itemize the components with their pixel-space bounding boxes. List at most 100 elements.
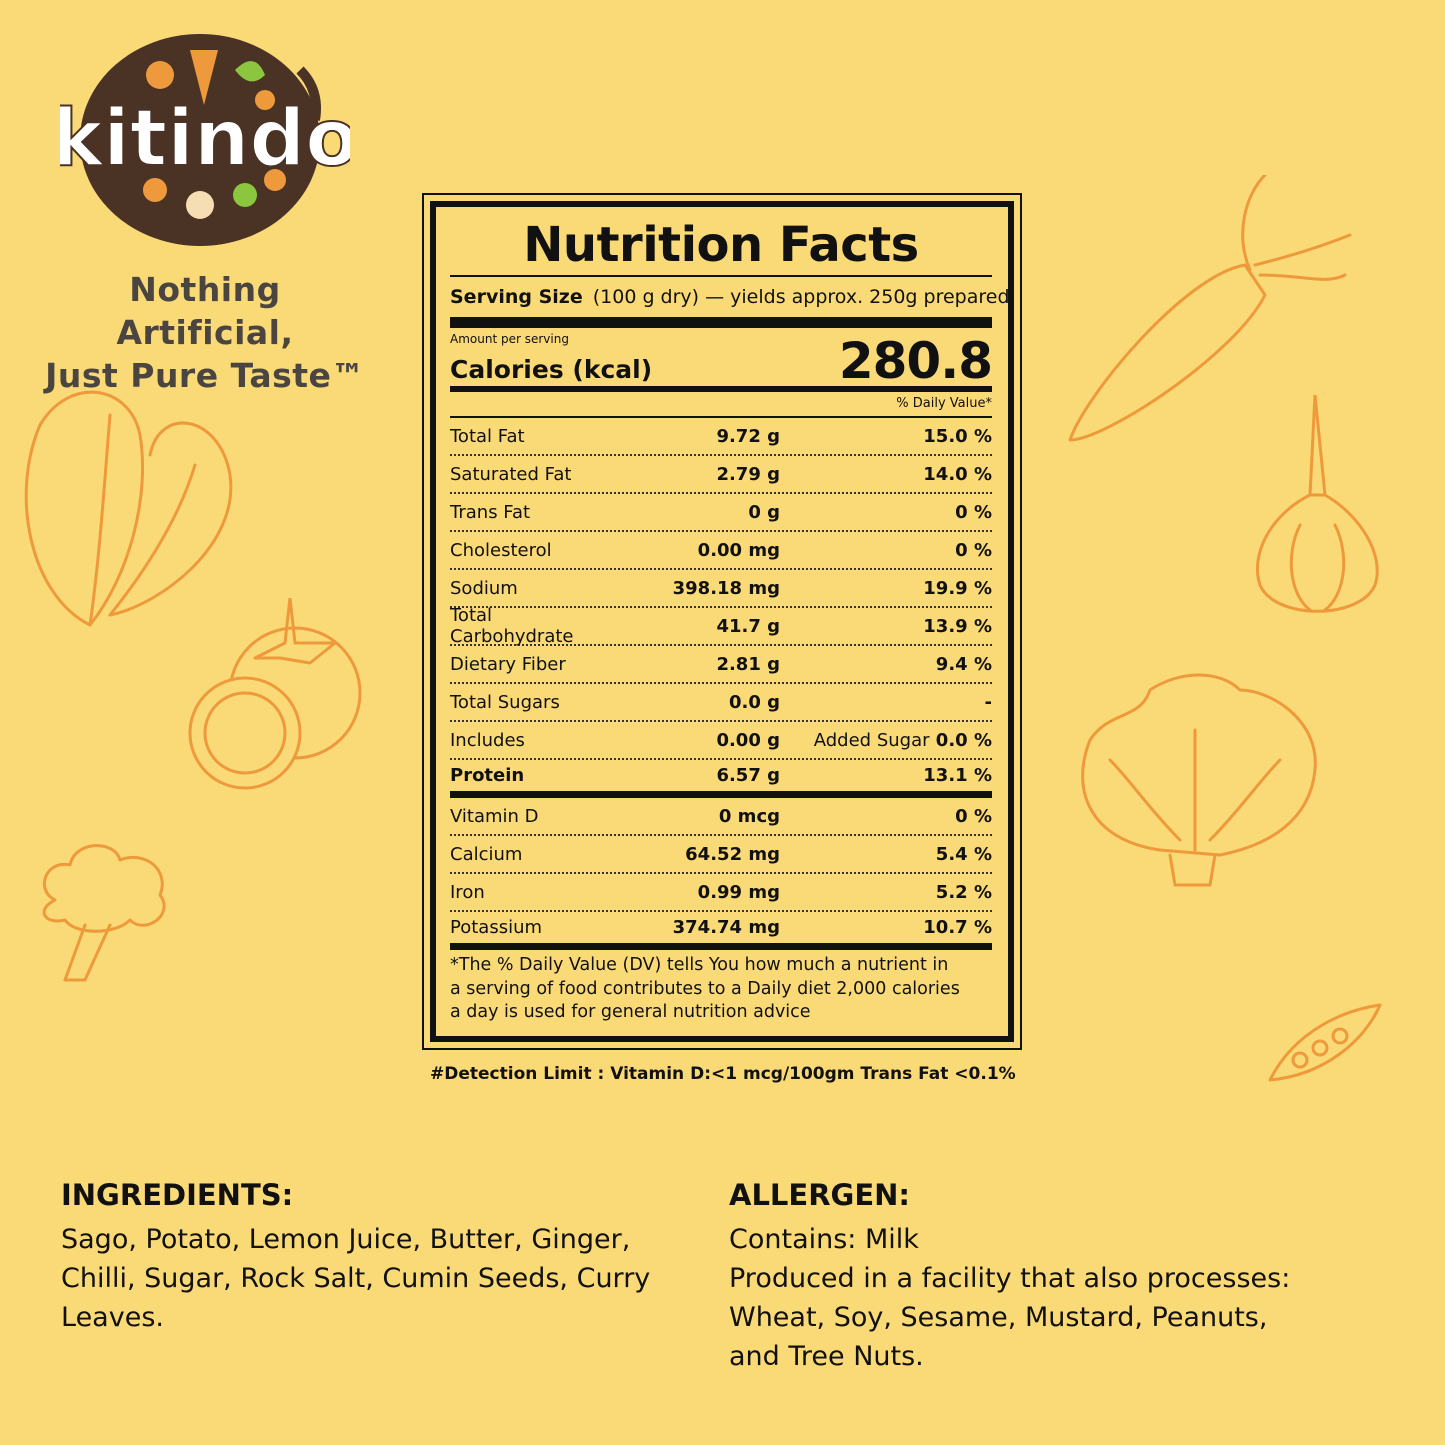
nutrient-amount: 0 g <box>748 501 780 523</box>
tagline: Nothing Artificial, Just Pure Taste™ <box>40 268 370 397</box>
nutrient-amount: 64.52 mg <box>685 843 780 865</box>
nutrient-row: Total Fat 9.72 g 15.0 % <box>450 418 992 456</box>
nutrient-row: Trans Fat 0 g 0 % <box>450 494 992 532</box>
ingredients-text: Sago, Potato, Lemon Juice, Butter, Ginge… <box>61 1220 691 1337</box>
nutrient-amount: 0 mcg <box>718 805 780 827</box>
ingredients-line: Sago, Potato, Lemon Juice, Butter, Ginge… <box>61 1224 631 1255</box>
dv-value: 15.0 % <box>923 425 992 447</box>
dv-value: 10.7 % <box>923 917 992 938</box>
dv-value: 0 % <box>955 501 992 523</box>
nutrient-name: Dietary Fiber <box>450 653 566 675</box>
nutrition-facts-label: Nutrition Facts Serving Size (100 g dry)… <box>422 193 1022 1050</box>
nutrient-row: Includes 0.00 g Added Sugar 0.0 % <box>450 722 992 760</box>
nutrient-name: Sodium <box>450 577 518 599</box>
allergen-line: and Tree Nuts. <box>729 1341 924 1372</box>
ingredients-section: INGREDIENTS: Sago, Potato, Lemon Juice, … <box>61 1178 691 1337</box>
kitindo-logo: kitindo <box>60 34 350 246</box>
nutrient-amount: 0.99 mg <box>697 881 780 903</box>
carrot-icon <box>1068 175 1352 442</box>
dv-value: 0 % <box>955 805 992 827</box>
nutrient-daily-value: 14.0 % <box>780 464 992 485</box>
nutrient-amount: 0.00 g <box>716 729 780 751</box>
allergen-text: Contains: Milk Produced in a facility th… <box>729 1220 1369 1376</box>
detection-limit-note: #Detection Limit : Vitamin D:<1 mcg/100g… <box>430 1064 1016 1084</box>
serving-size: Serving Size (100 g dry) — yields approx… <box>450 277 1010 317</box>
nutrient-name: Includes <box>450 729 525 751</box>
nutrient-row: Iron 0.99 mg 5.2 % <box>450 874 992 912</box>
nutrient-name: Iron <box>450 881 485 903</box>
tomato-icon <box>188 598 362 790</box>
dv-value: 9.4 % <box>935 653 992 675</box>
nutrient-row: Potassium 374.74 mg 10.7 % <box>450 912 992 950</box>
footnote-line: a day is used for general nutrition advi… <box>450 1002 811 1022</box>
nutrient-row: Dietary Fiber 2.81 g 9.4 % <box>450 646 992 684</box>
nutrient-name: Total Fat <box>450 425 525 447</box>
nutrient-amount: 0.0 g <box>728 691 780 713</box>
allergen-line: Contains: Milk <box>729 1224 919 1255</box>
nutrient-name: Total Carbohydrate <box>450 605 574 647</box>
dv-value: 5.4 % <box>935 843 992 865</box>
ingredients-title: INGREDIENTS: <box>61 1178 294 1212</box>
broccoli-icon <box>42 844 166 982</box>
nutrient-daily-value: 9.4 % <box>780 654 992 675</box>
nutrient-row: Total Sugars 0.0 g - <box>450 684 992 722</box>
nutrient-daily-value: 0 % <box>780 502 992 523</box>
allergen-line: Produced in a facility that also process… <box>729 1263 1291 1294</box>
nutrient-row: Sodium 398.18 mg 19.9 % <box>450 570 992 608</box>
nutrient-amount: 374.74 mg <box>672 917 780 938</box>
nutrient-daily-value: 5.2 % <box>780 882 992 903</box>
calories-value: 280.8 <box>838 332 993 390</box>
ingredients-line: Chilli, Sugar, Rock Salt, Cumin Seeds, C… <box>61 1263 651 1294</box>
dv-value: 19.9 % <box>923 577 992 599</box>
nutrient-rows: Total Fat 9.72 g 15.0 % Saturated Fat 2.79 g… <box>450 418 992 950</box>
dv-prefix: Added Sugar <box>813 729 930 751</box>
nutrient-daily-value: 13.1 % <box>780 765 992 786</box>
nutrient-row: Calcium 64.52 mg 5.4 % <box>450 836 992 874</box>
tagline-line: Just Pure Taste™ <box>45 356 365 395</box>
allergen-line: Wheat, Soy, Sesame, Mustard, Peanuts, <box>729 1302 1268 1333</box>
nutrient-amount: 2.79 g <box>716 463 780 485</box>
nutrient-name: Total Sugars <box>450 691 560 713</box>
dv-value: 13.9 % <box>923 615 992 637</box>
nutrient-amount: 6.57 g <box>716 765 780 786</box>
lettuce-icon <box>1081 673 1317 887</box>
nutrient-row: Saturated Fat 2.79 g 14.0 % <box>450 456 992 494</box>
nutrient-daily-value: 0 % <box>780 806 992 827</box>
nutrient-amount: 41.7 g <box>716 615 780 637</box>
nutrient-row: Protein 6.57 g 13.1 % <box>450 760 992 798</box>
nutrient-amount: 398.18 mg <box>672 577 780 599</box>
dv-value: 14.0 % <box>923 463 992 485</box>
nutrient-row: Cholesterol 0.00 mg 0 % <box>450 532 992 570</box>
ingredients-line: Leaves. <box>61 1302 164 1333</box>
nutrient-daily-value: 5.4 % <box>780 844 992 865</box>
nutrient-name: Trans Fat <box>450 501 531 523</box>
nutrient-name: Cholesterol <box>450 539 552 561</box>
allergen-title: ALLERGEN: <box>729 1178 911 1212</box>
nutrient-row: Total Carbohydrate 41.7 g 13.9 % <box>450 605 992 647</box>
nutrient-row: Vitamin D 0 mcg 0 % <box>450 798 992 836</box>
footnote: *The % Daily Value (DV) tells You how mu… <box>450 954 992 1025</box>
nutrient-amount: 0.00 mg <box>697 539 780 561</box>
nutrient-daily-value: Added Sugar 0.0 % <box>780 730 992 751</box>
peapod-icon <box>1268 1003 1382 1082</box>
nutrient-name: Protein <box>450 765 525 786</box>
nutrient-daily-value: 10.7 % <box>780 917 992 938</box>
dv-value: - <box>984 691 992 713</box>
footnote-line: a serving of food contributes to a Daily… <box>450 978 960 999</box>
calories-block: Amount per serving Calories (kcal) 280.8 <box>450 328 993 390</box>
daily-value-header: % Daily Value* <box>896 396 992 411</box>
allergen-section: ALLERGEN: Contains: Milk Produced in a f… <box>729 1178 1369 1376</box>
onion-icon <box>1255 395 1379 613</box>
label-title: Nutrition Facts <box>523 217 919 273</box>
nutrient-daily-value: 15.0 % <box>780 426 992 447</box>
nutrient-amount: 9.72 g <box>716 425 780 447</box>
dv-value: 0 % <box>955 539 992 561</box>
nutrient-daily-value: 19.9 % <box>780 578 992 599</box>
dv-value: 0.0 % <box>935 729 992 751</box>
nutrient-daily-value: - <box>780 692 992 713</box>
amount-per-serving: Amount per serving <box>450 332 569 346</box>
nutrient-name: Potassium <box>450 917 543 938</box>
nutrient-daily-value: 13.9 % <box>780 616 992 637</box>
nutrient-name: Vitamin D <box>450 805 539 827</box>
nutrient-name: Saturated Fat <box>450 463 572 485</box>
